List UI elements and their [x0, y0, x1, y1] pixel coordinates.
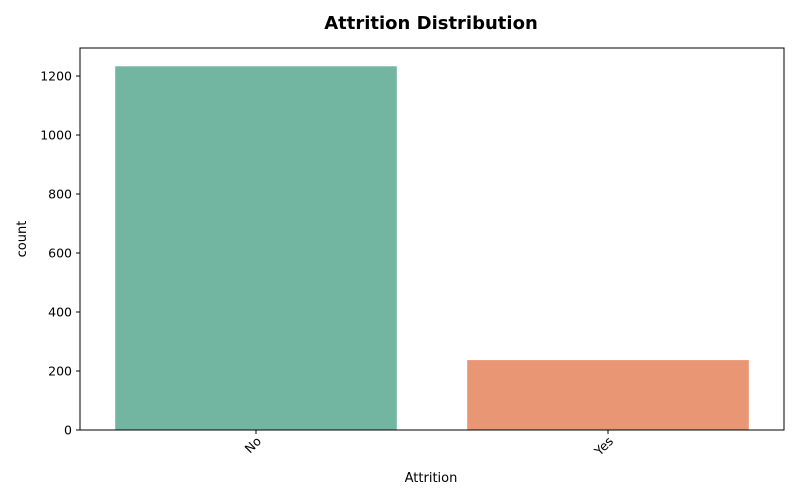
y-axis: 0 200 400 600 800 1000 1200 [40, 69, 80, 438]
y-axis-label: count [15, 221, 30, 258]
y-tick-label: 600 [48, 246, 72, 261]
bar-no [115, 66, 397, 430]
y-tick-label: 200 [48, 364, 72, 379]
chart-title: Attrition Distribution [324, 13, 538, 34]
x-axis-label: Attrition [405, 471, 458, 486]
bar-yes [467, 360, 749, 430]
y-tick-label: 400 [48, 305, 72, 320]
x-tick-label-no: No [241, 434, 264, 457]
y-tick-label: 0 [64, 423, 72, 438]
y-tick-label: 1200 [40, 69, 72, 84]
y-tick-label: 1000 [40, 128, 72, 143]
x-tick-label-yes: Yes [591, 434, 617, 460]
y-tick-label: 800 [48, 187, 72, 202]
x-axis: No Yes [241, 430, 616, 459]
bars [115, 66, 749, 430]
plot-frame [79, 47, 785, 431]
